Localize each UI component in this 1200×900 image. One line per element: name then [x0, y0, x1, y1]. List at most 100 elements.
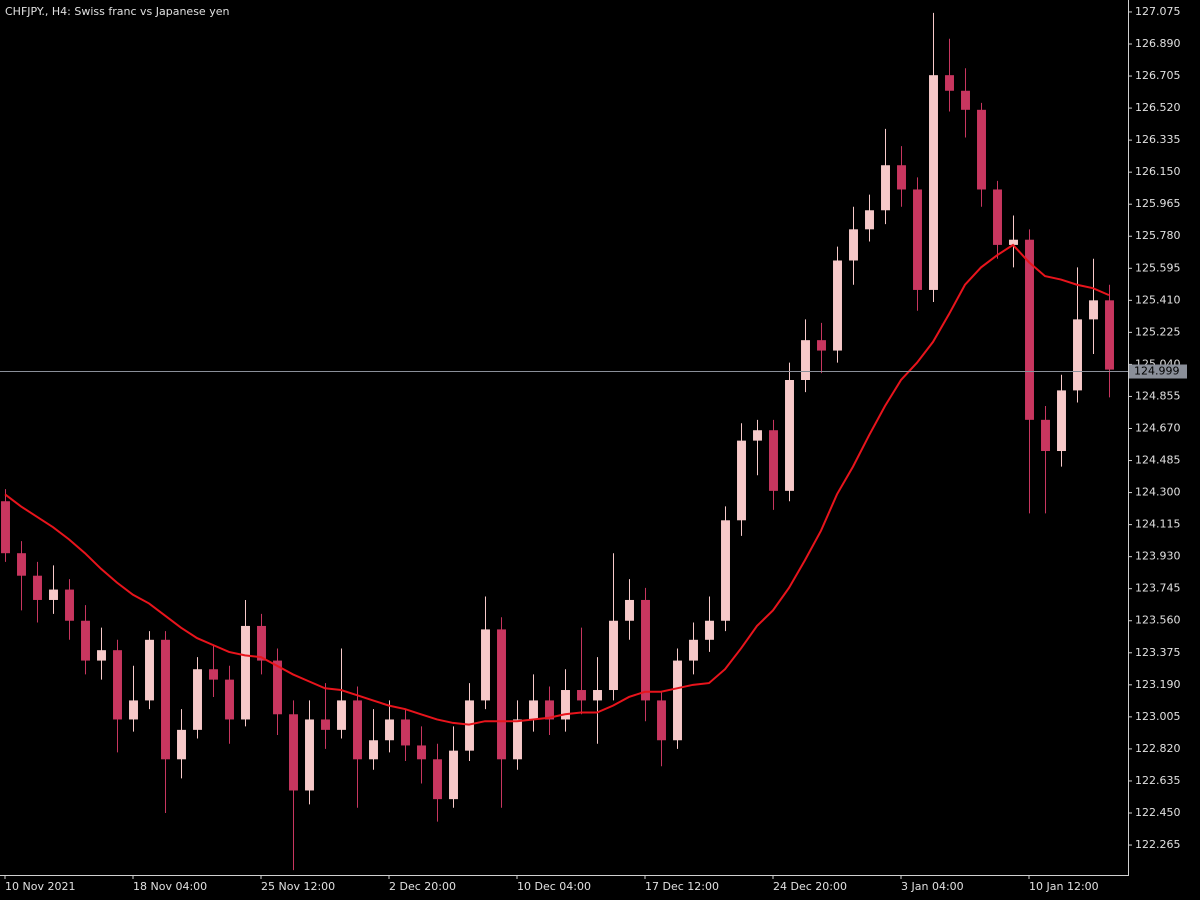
y-tick-label: 123.005: [1135, 710, 1181, 723]
candle-body: [625, 599, 634, 621]
candle-body: [801, 340, 810, 380]
y-tick-label: 126.150: [1135, 165, 1181, 178]
y-tick-label: 123.930: [1135, 550, 1181, 563]
candle-body: [481, 629, 490, 701]
candle-body: [1089, 300, 1098, 320]
x-tick-label: 25 Nov 12:00: [261, 880, 335, 893]
candle-body: [209, 669, 218, 680]
candle-body: [769, 430, 778, 491]
candle-body: [65, 589, 74, 621]
candle-body: [1, 501, 10, 554]
candle-body: [529, 700, 538, 720]
y-tick-label: 126.335: [1135, 133, 1181, 146]
candle-body: [977, 109, 986, 190]
candle-body: [385, 719, 394, 741]
candle-body: [993, 189, 1002, 245]
candle-body: [577, 690, 586, 701]
y-tick-label: 123.745: [1135, 582, 1181, 595]
y-tick-label: 122.635: [1135, 774, 1181, 787]
y-tick-label: 125.225: [1135, 325, 1181, 338]
x-tick-label: 10 Jan 12:00: [1029, 880, 1099, 893]
candle-body: [161, 639, 170, 760]
candle-body: [1073, 319, 1082, 391]
x-tick-label: 2 Dec 20:00: [389, 880, 456, 893]
y-tick-label: 123.375: [1135, 646, 1181, 659]
candle-body: [817, 340, 826, 351]
candle-body: [305, 719, 314, 791]
candle-body: [401, 719, 410, 746]
candle-body: [881, 165, 890, 211]
y-tick-label: 127.075: [1135, 5, 1181, 18]
candle-body: [129, 700, 138, 720]
candle-body: [1009, 239, 1018, 245]
candle-body: [897, 165, 906, 190]
candle-body: [81, 620, 90, 661]
candle-body: [785, 379, 794, 491]
candle-body: [449, 750, 458, 800]
candle-body: [49, 589, 58, 600]
y-tick-label: 124.855: [1135, 389, 1181, 402]
candle-body: [849, 229, 858, 261]
x-tick-label: 24 Dec 20:00: [773, 880, 847, 893]
candle-body: [289, 714, 298, 791]
candle-body: [561, 690, 570, 720]
candle-body: [673, 660, 682, 741]
y-tick-label: 123.560: [1135, 614, 1181, 627]
x-tick-label: 10 Dec 04:00: [517, 880, 591, 893]
x-tick-label: 18 Nov 04:00: [133, 880, 207, 893]
y-tick-label: 125.595: [1135, 261, 1181, 274]
candle-body: [113, 650, 122, 720]
candle-body: [513, 719, 522, 760]
candle-body: [689, 639, 698, 661]
candle-body: [97, 650, 106, 661]
candle-body: [225, 679, 234, 720]
candle-body: [33, 575, 42, 600]
x-tick-label: 17 Dec 12:00: [645, 880, 719, 893]
candle-body: [497, 629, 506, 760]
candle-body: [593, 690, 602, 701]
candle-body: [17, 553, 26, 576]
candle-body: [865, 210, 874, 230]
candle-body: [737, 440, 746, 521]
candle-body: [177, 729, 186, 760]
plot-area: [1, 12, 1114, 871]
candle-body: [417, 745, 426, 760]
y-tick-label: 126.520: [1135, 101, 1181, 114]
moving-average-line: [4, 243, 1110, 726]
candle-body: [833, 260, 842, 351]
candle-body: [273, 660, 282, 715]
y-tick-label: 122.265: [1135, 838, 1181, 851]
candle-body: [241, 625, 250, 720]
candle-body: [609, 620, 618, 691]
y-tick-label: 124.300: [1135, 486, 1181, 499]
candle-body: [369, 740, 378, 760]
candle-body: [641, 599, 650, 701]
y-tick-label: 125.965: [1135, 197, 1181, 210]
x-tick-label: 3 Jan 04:00: [901, 880, 964, 893]
candle-body: [721, 520, 730, 621]
y-tick-label: 125.780: [1135, 229, 1181, 242]
last-price-label: 124.999: [1134, 365, 1180, 378]
candle-body: [961, 90, 970, 110]
candle-body: [545, 700, 554, 720]
candle-body: [1025, 239, 1034, 420]
x-tick-label: 10 Nov 2021: [5, 880, 75, 893]
last-price-box: [1129, 364, 1187, 379]
candle-body: [321, 719, 330, 730]
y-tick-label: 124.485: [1135, 454, 1181, 467]
y-tick-label: 126.705: [1135, 69, 1181, 82]
candle-body: [753, 430, 762, 441]
y-tick-label: 122.450: [1135, 806, 1181, 819]
candle-body: [705, 620, 714, 640]
candle-body: [257, 625, 266, 661]
y-tick-label: 123.190: [1135, 678, 1181, 691]
chart-title: CHFJPY., H4: Swiss franc vs Japanese yen: [5, 5, 229, 18]
candle-body: [193, 669, 202, 730]
candle-body: [1041, 419, 1050, 452]
candle-body: [945, 75, 954, 91]
y-tick-label: 122.820: [1135, 742, 1181, 755]
candle-body: [353, 700, 362, 760]
